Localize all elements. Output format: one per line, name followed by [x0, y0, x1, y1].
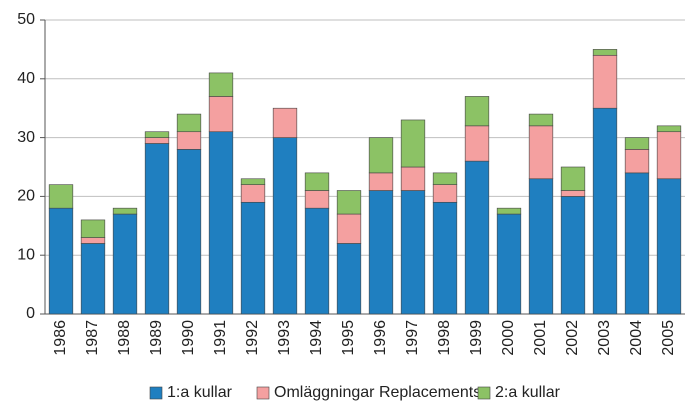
y-tick-label: 20 — [17, 188, 35, 205]
x-tick-label: 1997 — [404, 320, 421, 356]
bar-segment — [112, 207, 138, 215]
bar-segment — [80, 219, 106, 238]
bar-segment — [336, 190, 362, 215]
bar-segment — [80, 237, 106, 244]
x-tick-label: 2002 — [564, 320, 581, 356]
bar-segment — [624, 172, 650, 315]
bar-segment — [656, 125, 682, 133]
y-tick-label: 0 — [26, 305, 35, 322]
bar-segment — [208, 96, 234, 133]
bar-segment — [560, 166, 586, 191]
legend-swatch — [477, 386, 491, 400]
bar-segment — [560, 190, 586, 197]
bar-segment — [304, 190, 330, 209]
x-tick-label: 1989 — [148, 320, 165, 356]
bar-segment — [432, 172, 458, 185]
bar-segment — [112, 213, 138, 315]
bar-segment — [176, 149, 202, 315]
x-tick-label: 1998 — [436, 320, 453, 356]
bar-segment — [592, 49, 618, 56]
bar-segment — [464, 96, 490, 127]
bar-segment — [400, 166, 426, 191]
x-tick-label: 1987 — [84, 320, 101, 356]
bar-segment — [272, 137, 298, 315]
x-tick-label: 1993 — [276, 320, 293, 356]
bar-segment — [336, 213, 362, 244]
bar-segment — [368, 172, 394, 191]
bar-segment — [176, 113, 202, 133]
legend-swatch — [256, 386, 270, 400]
bar-segment — [624, 149, 650, 174]
bar-segment — [48, 207, 74, 315]
bar-segment — [464, 125, 490, 162]
bar-segment — [176, 131, 202, 150]
bar-segment — [80, 243, 106, 315]
legend-label: 2:a kullar — [495, 384, 561, 401]
bar-segment — [592, 54, 618, 109]
bar-segment — [624, 137, 650, 150]
bar-segment — [48, 184, 74, 209]
y-tick-label: 10 — [17, 246, 35, 263]
x-tick-label: 2004 — [628, 320, 645, 356]
bar-segment — [464, 160, 490, 315]
bar-segment — [400, 190, 426, 315]
legend-swatch — [149, 386, 163, 400]
bar-segment — [144, 143, 170, 315]
bar-segment — [400, 119, 426, 168]
x-tick-label: 1986 — [52, 320, 69, 356]
bar-segment — [304, 172, 330, 191]
bar-segment — [528, 178, 554, 315]
x-tick-label: 1988 — [116, 320, 133, 356]
x-tick-label: 1992 — [244, 320, 261, 356]
bar-segment — [560, 196, 586, 315]
legend-label: Omläggningar Replacements — [274, 384, 481, 401]
bar-segment — [432, 184, 458, 203]
x-tick-label: 1991 — [212, 320, 229, 356]
bar-segment — [336, 243, 362, 315]
x-tick-label: 2005 — [660, 320, 677, 356]
y-tick-label: 30 — [17, 129, 35, 146]
bar-segment — [656, 131, 682, 180]
bar-segment — [592, 107, 618, 315]
bar-segment — [208, 72, 234, 97]
bar-segment — [144, 137, 170, 144]
x-tick-label: 1994 — [308, 320, 325, 356]
bar-segment — [528, 113, 554, 127]
bar-segment — [432, 201, 458, 315]
bar-segment — [240, 184, 266, 203]
y-tick-label: 50 — [17, 11, 35, 28]
bar-segment — [656, 178, 682, 315]
x-tick-label: 2000 — [500, 320, 517, 356]
legend-label: 1:a kullar — [167, 384, 233, 401]
bar-segment — [496, 207, 522, 215]
bar-segment — [528, 125, 554, 180]
bar-segment — [496, 213, 522, 315]
bar-segment — [240, 178, 266, 185]
bar-segment — [208, 131, 234, 315]
x-tick-label: 1999 — [468, 320, 485, 356]
x-tick-label: 1996 — [372, 320, 389, 356]
bar-segment — [304, 207, 330, 315]
bar-segment — [368, 190, 394, 315]
x-tick-label: 1990 — [180, 320, 197, 356]
bar-segment — [272, 107, 298, 138]
bar-segment — [240, 201, 266, 315]
x-tick-label: 1995 — [340, 320, 357, 356]
bar-segment — [368, 137, 394, 174]
x-tick-label: 2001 — [532, 320, 549, 356]
bar-segment — [144, 131, 170, 138]
x-tick-label: 2003 — [596, 320, 613, 356]
y-tick-label: 40 — [17, 70, 35, 87]
